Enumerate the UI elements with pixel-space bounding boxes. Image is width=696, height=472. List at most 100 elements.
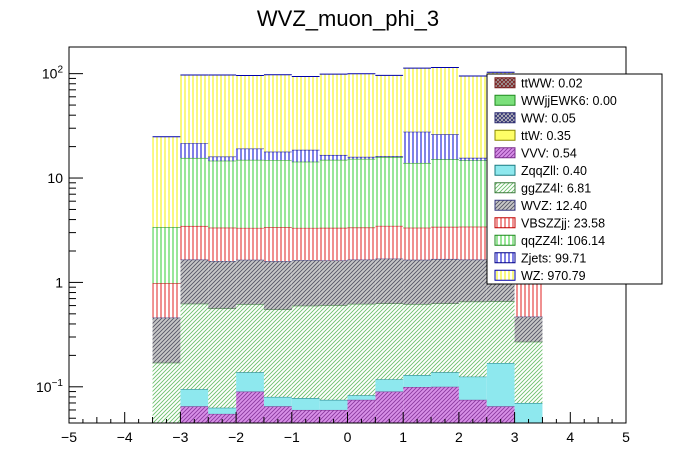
bar-zjets-bin-4	[263, 151, 292, 161]
bar-vvv-bin-12	[486, 406, 515, 423]
bar-zqqzll-bin-7	[347, 395, 376, 400]
bar-vvv-bin-5	[291, 409, 320, 423]
bar-qqzz4l-bin-8	[375, 157, 404, 226]
legend-swatch-wvz	[494, 199, 516, 211]
y-tick-label: 10−1	[36, 378, 63, 395]
bar-qqzz4l-bin-5	[291, 161, 320, 228]
x-tick-label: −2	[228, 429, 244, 445]
bar-vvv-bin-3	[236, 391, 264, 423]
y-tick-label: 102	[42, 65, 64, 82]
bar-vbszzjj-bin-13	[514, 279, 543, 317]
legend: ttWW: 0.02 WWjjEWK6: 0.00 WW: 0.05 ttW: 0.3…	[486, 73, 663, 285]
bar-qqzz4l-bin-1	[180, 157, 209, 226]
legend-swatch-zqqzll	[494, 164, 516, 176]
bars-layer	[152, 67, 543, 423]
bar-qqzz4l-bin-2	[208, 160, 237, 228]
bar-ggzz4l-bin-10	[431, 303, 459, 373]
bar-ggzz4l-bin-4	[263, 309, 292, 397]
legend-label-wwjjewk6: WWjjEWK6: 0.00	[521, 94, 617, 108]
bar-vbszzjj-bin-7	[347, 227, 376, 260]
legend-swatch-ttww	[494, 77, 516, 89]
bar-zjets-bin-2	[208, 156, 237, 161]
bar-zqqzll-bin-12	[486, 363, 515, 407]
legend-swatch-wwjjewk6	[494, 94, 516, 106]
x-tick-label: 5	[622, 429, 630, 445]
bar-vbszzjj-bin-4	[263, 227, 292, 262]
bar-wvz-bin-7	[347, 259, 376, 304]
bar-qqzz4l-bin-6	[319, 159, 348, 228]
chart-title: WVZ_muon_phi_3	[257, 6, 439, 31]
legend-label-ww: WW: 0.05	[521, 111, 576, 125]
bar-ggzz4l-bin-0	[152, 362, 181, 423]
bar-vbszzjj-bin-9	[403, 227, 432, 260]
legend-swatch-qqzz4l	[494, 234, 516, 246]
bar-wvz-bin-10	[431, 258, 459, 304]
legend-swatch-zjets	[494, 252, 516, 264]
legend-label-wz: WZ: 970.79	[521, 269, 586, 283]
bar-vbszzjj-bin-1	[180, 225, 209, 260]
x-tick-label: 0	[344, 429, 352, 445]
legend-label-ttw: ttW: 0.35	[521, 129, 571, 143]
y-tick-label: 10	[47, 170, 63, 186]
legend-label-vbszzjj: VBSZZjj: 23.58	[521, 216, 605, 230]
x-tick-label: 2	[455, 429, 463, 445]
bar-zqqzll-bin-3	[236, 372, 264, 392]
bar-zjets-bin-10	[431, 134, 459, 160]
x-tick-label: −3	[172, 429, 188, 445]
bar-zjets-bin-11	[458, 157, 487, 161]
bar-wz-bin-5	[291, 76, 320, 150]
axes-layer: −5 −4 −3 −2 −1 0 1 2 3 4 5 10−1 1 10 102	[36, 65, 630, 445]
bar-qqzz4l-bin-0	[152, 227, 181, 284]
bar-ggzz4l-bin-6	[319, 305, 348, 400]
bar-ggzz4l-bin-5	[291, 305, 320, 399]
bar-wvz-bin-2	[208, 261, 237, 309]
bar-zjets-bin-3	[236, 148, 264, 160]
bar-wvz-bin-9	[403, 259, 432, 305]
bar-vbszzjj-bin-5	[291, 227, 320, 261]
bar-vbszzjj-bin-2	[208, 227, 237, 262]
x-tick-label: 3	[511, 429, 519, 445]
legend-swatch-vvv	[494, 147, 516, 159]
bar-vvv-bin-9	[403, 387, 432, 423]
bar-ggzz4l-bin-7	[347, 303, 376, 396]
bar-qqzz4l-bin-3	[236, 159, 264, 228]
bar-zqqzll-bin-4	[263, 396, 292, 407]
legend-label-wvz: WVZ: 12.40	[521, 199, 587, 213]
bar-wz-bin-2	[208, 75, 237, 157]
legend-label-zqqzll: ZqqZll: 0.40	[521, 164, 587, 178]
bar-vvv-bin-10	[431, 386, 459, 423]
legend-swatch-ggzz4l	[494, 182, 516, 194]
bar-ggzz4l-bin-1	[180, 303, 209, 390]
bar-zjets-bin-6	[319, 154, 348, 160]
bar-ggzz4l-bin-13	[514, 341, 543, 403]
bar-wvz-bin-4	[263, 261, 292, 310]
legend-swatch-ttw	[494, 129, 516, 141]
bar-wz-bin-10	[431, 67, 459, 135]
bar-vvv-bin-2	[208, 413, 237, 423]
bar-vvv-bin-1	[180, 406, 209, 423]
x-tick-label: −4	[117, 429, 133, 445]
bar-zjets-bin-7	[347, 156, 376, 159]
bar-ggzz4l-bin-3	[236, 304, 264, 373]
bar-zjets-bin-1	[180, 143, 209, 158]
bar-vbszzjj-bin-0	[152, 283, 181, 318]
bar-ggzz4l-bin-12	[486, 301, 515, 364]
bar-zqqzll-bin-2	[208, 407, 237, 414]
bar-wvz-bin-6	[319, 260, 348, 306]
bar-zqqzll-bin-13	[514, 402, 543, 423]
bar-wvz-bin-5	[291, 260, 320, 306]
x-tick-label: −1	[284, 429, 300, 445]
bar-wvz-bin-1	[180, 259, 209, 304]
bar-wz-bin-3	[236, 75, 264, 149]
bar-wz-bin-4	[263, 74, 292, 152]
bar-zqqzll-bin-10	[431, 372, 459, 387]
bar-wz-bin-9	[403, 68, 432, 132]
bar-vbszzjj-bin-8	[375, 225, 404, 259]
bar-zqqzll-bin-11	[458, 376, 487, 400]
bar-zqqzll-bin-5	[291, 398, 320, 410]
bar-wz-bin-1	[180, 75, 209, 144]
bar-vvv-bin-4	[263, 406, 292, 423]
x-tick-label: 1	[399, 429, 407, 445]
bar-zqqzll-bin-1	[180, 389, 209, 407]
